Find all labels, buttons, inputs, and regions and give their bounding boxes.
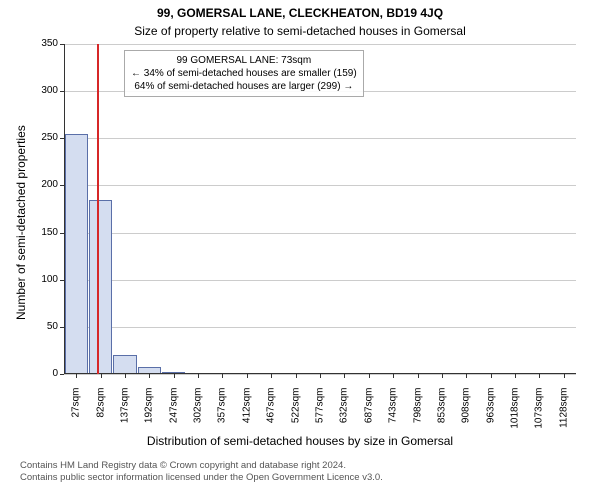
x-tick-mark [539,374,540,378]
x-tick-mark [491,374,492,378]
x-tick-mark [149,374,150,378]
annotation-line-3: 64% of semi-detached houses are larger (… [131,80,357,93]
x-tick-label: 82sqm [95,388,106,438]
x-tick-label: 1073sqm [534,388,545,438]
x-tick-mark [369,374,370,378]
footer-attribution: Contains HM Land Registry data © Crown c… [20,460,383,485]
x-tick-label: 632sqm [339,388,350,438]
x-tick-mark [564,374,565,378]
x-tick-label: 522sqm [290,388,301,438]
x-tick-mark [296,374,297,378]
gridline [64,138,576,139]
y-tick-label: 200 [0,179,58,190]
x-tick-label: 908sqm [461,388,472,438]
footer-line-2: Contains public sector information licen… [20,472,383,484]
x-tick-label: 467sqm [266,388,277,438]
gridline [64,233,576,234]
x-tick-label: 687sqm [363,388,374,438]
x-tick-label: 577sqm [315,388,326,438]
y-tick-label: 50 [0,321,58,332]
x-tick-label: 192sqm [144,388,155,438]
y-tick-label: 150 [0,227,58,238]
x-tick-mark [247,374,248,378]
x-tick-mark [125,374,126,378]
x-tick-mark [222,374,223,378]
footer-line-1: Contains HM Land Registry data © Crown c… [20,460,383,472]
gridline [64,280,576,281]
x-axis-line [64,373,576,374]
y-tick-label: 350 [0,38,58,49]
x-tick-mark [344,374,345,378]
x-tick-mark [515,374,516,378]
histogram-bar [65,134,88,374]
x-tick-mark [174,374,175,378]
y-axis-label: Number of semi-detached properties [14,125,28,320]
x-tick-mark [466,374,467,378]
x-tick-mark [198,374,199,378]
annotation-line-1: 99 GOMERSAL LANE: 73sqm [131,54,357,67]
y-tick-label: 250 [0,132,58,143]
x-tick-mark [320,374,321,378]
annotation-line-2: ← 34% of semi-detached houses are smalle… [131,67,357,80]
plot-area: 99 GOMERSAL LANE: 73sqm← 34% of semi-det… [64,44,576,374]
y-tick-mark [60,374,64,375]
x-tick-mark [442,374,443,378]
x-tick-label: 963sqm [485,388,496,438]
x-tick-label: 798sqm [412,388,423,438]
gridline [64,185,576,186]
x-tick-label: 137sqm [119,388,130,438]
x-tick-label: 743sqm [388,388,399,438]
x-tick-label: 1018sqm [510,388,521,438]
y-axis-line [64,44,65,374]
x-tick-label: 853sqm [436,388,447,438]
gridline [64,327,576,328]
chart-subtitle: Size of property relative to semi-detach… [0,24,600,38]
x-tick-label: 302sqm [193,388,204,438]
y-tick-label: 300 [0,85,58,96]
x-tick-mark [418,374,419,378]
x-tick-mark [76,374,77,378]
chart-title: 99, GOMERSAL LANE, CLECKHEATON, BD19 4JQ [0,6,600,20]
property-marker-line [97,44,99,374]
y-tick-label: 100 [0,274,58,285]
x-tick-mark [101,374,102,378]
x-tick-label: 247sqm [168,388,179,438]
x-tick-label: 357sqm [217,388,228,438]
x-tick-mark [271,374,272,378]
histogram-bar [113,355,136,374]
x-tick-label: 412sqm [241,388,252,438]
histogram-bar [89,200,112,374]
x-tick-mark [393,374,394,378]
x-tick-label: 27sqm [71,388,82,438]
y-tick-label: 0 [0,368,58,379]
annotation-box: 99 GOMERSAL LANE: 73sqm← 34% of semi-det… [124,50,364,97]
gridline [64,44,576,45]
x-tick-label: 1128sqm [558,388,569,438]
